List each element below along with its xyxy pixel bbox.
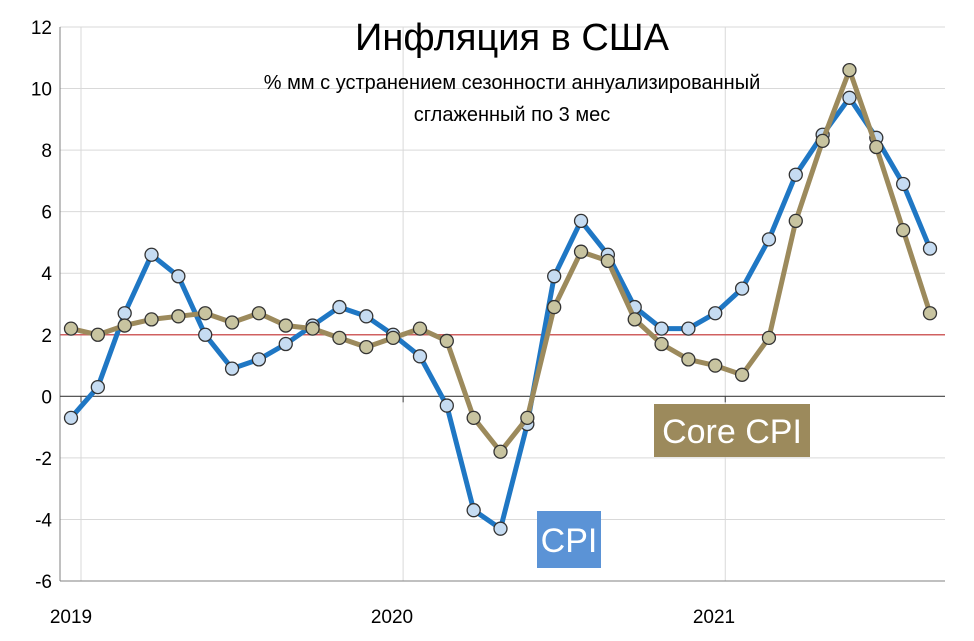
point-cpi [412, 349, 428, 364]
point-core-cpi [117, 318, 132, 333]
point-core-cpi [63, 321, 79, 336]
point-core-cpi [734, 367, 750, 382]
chart-subtitle-line1: % мм с устранением сезонности аннуализир… [264, 72, 761, 94]
point-cpi [117, 306, 132, 321]
y-tick-label: -2 [35, 449, 52, 470]
point-cpi [761, 232, 777, 247]
point-core-cpi [305, 321, 320, 336]
point-core-cpi [332, 330, 347, 346]
point-core-cpi [520, 410, 535, 426]
axes [59, 27, 945, 582]
point-core-cpi [627, 312, 642, 327]
point-core-cpi [224, 315, 240, 330]
series-layer [63, 62, 938, 536]
point-cpi [144, 247, 159, 262]
point-core-cpi [788, 213, 803, 229]
point-cpi [332, 299, 347, 315]
y-tick-label: 10 [31, 80, 52, 101]
chart-title: Инфляция в США [355, 17, 670, 59]
point-core-cpi [922, 306, 938, 321]
y-tick-label: 8 [41, 141, 52, 162]
point-core-cpi [385, 330, 401, 346]
y-tick-label: 0 [41, 387, 52, 408]
point-cpi [359, 309, 374, 324]
series-core-cpi [63, 62, 938, 459]
point-core-cpi [466, 410, 481, 426]
legend-core-cpi-badge [654, 404, 810, 457]
point-core-cpi [869, 139, 884, 155]
point-core-cpi [439, 333, 454, 349]
point-core-cpi [144, 312, 159, 327]
point-core-cpi [412, 321, 428, 336]
y-tick-labels: 12 10 8 6 4 2 0 -2 -4 -6 [31, 18, 53, 593]
point-core-cpi [654, 336, 669, 352]
point-cpi [573, 213, 589, 229]
point-cpi [788, 167, 803, 182]
legend-cpi-label: CPI [541, 522, 598, 560]
point-core-cpi [359, 339, 374, 355]
point-cpi [842, 90, 857, 105]
point-core-cpi [600, 253, 616, 269]
point-cpi [278, 336, 293, 352]
point-core-cpi [761, 330, 777, 346]
point-cpi [224, 361, 240, 376]
point-cpi [896, 176, 911, 192]
series-line-core-cpi [70, 67, 933, 455]
point-cpi [493, 521, 508, 536]
point-cpi [681, 321, 696, 336]
point-core-cpi [708, 358, 723, 373]
series-cpi [63, 90, 938, 536]
legend-core-cpi-label: Core CPI [662, 413, 802, 451]
chart-subtitle-line2: сглаженный по 3 мес [414, 104, 610, 126]
point-core-cpi [681, 352, 696, 367]
point-cpi [734, 281, 750, 296]
y-tick-label: 4 [41, 264, 52, 285]
point-cpi [251, 352, 267, 367]
x-tick-label: 2019 [50, 607, 92, 628]
point-cpi [198, 327, 213, 342]
x-tick-labels: 2019 2020 2021 [50, 607, 735, 628]
x-tick-label: 2021 [693, 607, 735, 628]
point-core-cpi [573, 244, 589, 259]
point-core-cpi [251, 306, 267, 321]
y-tick-label: 12 [31, 18, 52, 39]
point-cpi [654, 321, 669, 336]
y-tick-label: -4 [35, 510, 52, 531]
point-cpi [90, 379, 105, 395]
point-cpi [547, 269, 562, 284]
legend-cpi-badge [537, 511, 601, 568]
point-core-cpi [90, 327, 105, 342]
y-tick-label: -6 [35, 572, 52, 593]
y-tick-label: 6 [41, 203, 52, 224]
y-tick-label: 2 [41, 326, 52, 347]
point-cpi [439, 398, 454, 413]
x-tick-label: 2020 [371, 607, 413, 628]
point-cpi [171, 269, 186, 284]
legend-core-cpi: Core CPI [654, 404, 810, 457]
point-cpi [466, 503, 481, 518]
point-core-cpi [493, 444, 508, 459]
point-core-cpi [842, 62, 857, 78]
point-core-cpi [198, 306, 213, 321]
point-core-cpi [815, 133, 830, 149]
point-core-cpi [896, 222, 911, 238]
legend-cpi: CPI [537, 511, 601, 568]
point-cpi [708, 306, 723, 321]
point-core-cpi [278, 318, 293, 333]
point-cpi [922, 241, 938, 256]
point-core-cpi [547, 299, 562, 315]
point-cpi [63, 410, 79, 426]
point-core-cpi [171, 309, 186, 324]
